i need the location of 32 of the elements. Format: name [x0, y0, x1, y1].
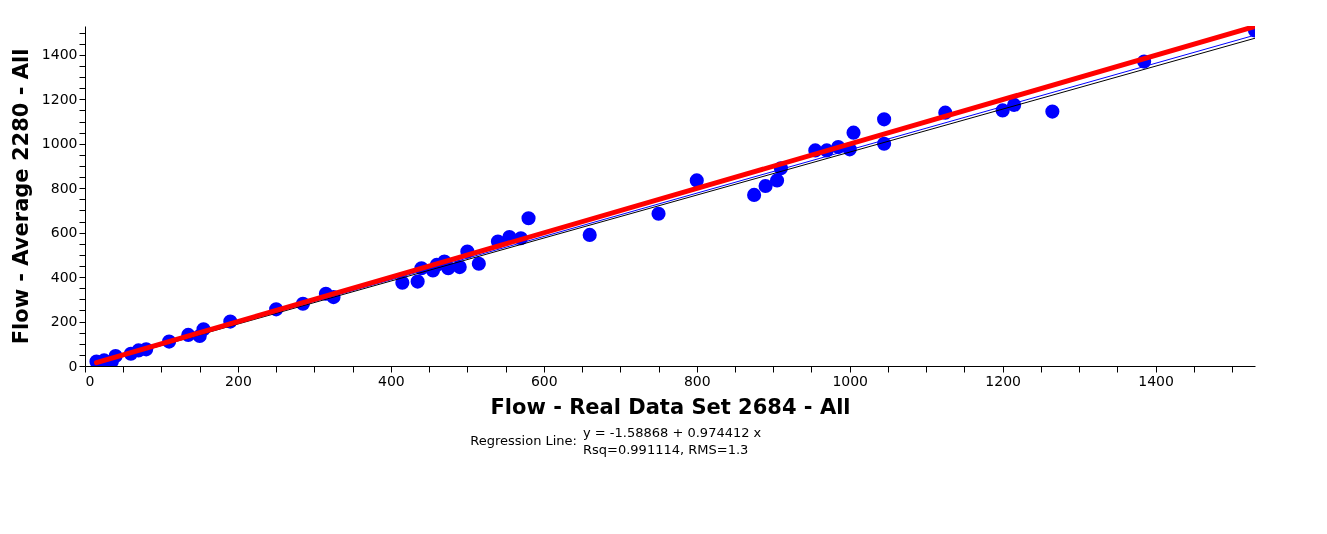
- y-tick-label: 800: [50, 179, 78, 196]
- y-axis-title: Flow - Average 2280 - All: [8, 48, 33, 345]
- x-tick-label: 800: [683, 372, 711, 389]
- point: [1045, 104, 1060, 119]
- point: [582, 227, 597, 242]
- x-tick-label: 1000: [832, 372, 869, 389]
- text: Regression Line:: [470, 433, 577, 448]
- x-tick-label: 400: [378, 372, 405, 389]
- point: [410, 274, 425, 289]
- x-tick-label: 1200: [985, 372, 1021, 389]
- text: Rsq=0.991114, RMS=1.3: [583, 442, 749, 457]
- y-tick-label: 400: [50, 268, 78, 285]
- x-tick-label: 200: [225, 372, 252, 389]
- x-tick-label: 600: [530, 372, 558, 389]
- point: [651, 206, 666, 221]
- point: [521, 211, 536, 226]
- x-tick-label: 1400: [1138, 372, 1174, 389]
- y-tick-label: 200: [50, 313, 78, 330]
- y-tick-label: 1400: [41, 46, 78, 63]
- y-tick-label: 600: [50, 224, 78, 241]
- y-tick-label: 1000: [41, 135, 78, 152]
- point: [846, 125, 861, 140]
- y-tick-label: 1200: [41, 90, 78, 107]
- point: [471, 256, 486, 271]
- point: [769, 173, 785, 188]
- y-tick-label: 0: [68, 357, 78, 374]
- point: [877, 112, 892, 127]
- text: y = -1.58868 + 0.974412 x: [583, 425, 762, 440]
- x-axis-title: Flow - Real Data Set 2684 - All: [490, 394, 851, 419]
- point: [747, 187, 762, 202]
- x-tick-label: 0: [85, 372, 95, 389]
- point: [758, 178, 773, 194]
